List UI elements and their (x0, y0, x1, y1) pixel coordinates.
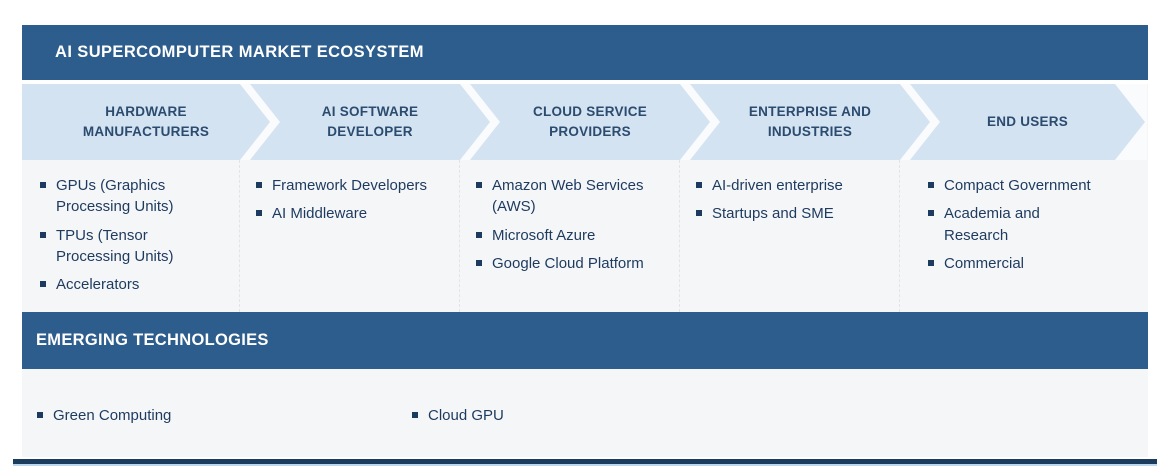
bullet-list: Amazon Web Services (AWS) Microsoft Azur… (476, 175, 669, 274)
stage-label-line: CLOUD SERVICE (532, 103, 648, 119)
square-bullet-icon (476, 231, 482, 238)
column-enterprise-and-industries: AI-driven enterprise Startups and SME (680, 160, 900, 313)
square-bullet-icon (40, 182, 46, 188)
square-bullet-icon (256, 210, 262, 217)
stage-chevron-end-users: END USERS (910, 84, 1145, 160)
square-bullet-icon (37, 412, 43, 419)
square-bullet-icon (476, 182, 482, 188)
list-item: Amazon Web Services (AWS) (476, 175, 669, 218)
stage-label-line: HARDWARE (105, 103, 187, 119)
list-item: Microsoft Azure (476, 225, 669, 246)
list-item: Commercial (928, 253, 1138, 274)
list-item-text: AI Middleware (272, 205, 368, 223)
list-item-text: Framework Developers (272, 177, 428, 194)
list-item: Compact Government (928, 175, 1138, 196)
stage-label-line: END USERS (986, 113, 1068, 129)
stage-chevron-enterprise-and-industries: ENTERPRISE AND INDUSTRIES (690, 84, 930, 160)
bullet-list: GPUs (Graphics Processing Units) TPUs (T… (40, 175, 229, 295)
list-item: TPUs (Tensor Processing Units) (40, 225, 229, 268)
square-bullet-icon (40, 281, 46, 288)
square-bullet-icon (928, 182, 934, 188)
stage-label-line: DEVELOPER (327, 124, 413, 139)
emerging-technologies-title: EMERGING TECHNOLOGIES (36, 331, 269, 350)
list-item-text: Microsoft Azure (492, 226, 596, 244)
bottom-rule (13, 459, 1157, 467)
square-bullet-icon (256, 182, 262, 188)
stage-detail-columns: GPUs (Graphics Processing Units) TPUs (T… (22, 160, 1148, 313)
emerging-technologies-bar: EMERGING TECHNOLOGIES (22, 312, 1148, 370)
bullet-list: Compact Government Academia and Research… (928, 175, 1138, 274)
list-item-text: Amazon Web Services (AWS) (492, 177, 644, 216)
list-item: Green Computing (37, 405, 171, 426)
diagram-title: AI SUPERCOMPUTER MARKET ECOSYSTEM (55, 43, 424, 61)
stage-chevron-cloud-service-providers: CLOUD SERVICE PROVIDERS (470, 84, 710, 160)
list-item-text: Green Computing (53, 407, 172, 425)
list-item-text: Compact Government (944, 177, 1091, 194)
list-item-text: Accelerators (56, 276, 140, 294)
list-item-text: Commercial (944, 254, 1025, 272)
list-item: Google Cloud Platform (476, 253, 669, 274)
stage-label: ENTERPRISE AND INDUSTRIES (749, 102, 871, 143)
stage-label-line: ENTERPRISE AND (748, 103, 872, 119)
list-item-text: Startups and SME (712, 205, 834, 223)
stage-label: HARDWARE MANUFACTURERS (83, 102, 209, 143)
list-item-text: Academia and Research (944, 205, 1040, 244)
diagram-frame: AI SUPERCOMPUTER MARKET ECOSYSTEM HARDWA… (13, 25, 1157, 467)
list-item: AI-driven enterprise (696, 175, 889, 196)
list-item: Cloud GPU (412, 405, 504, 426)
emerging-technologies-items: Green Computing Cloud GPU (22, 369, 1148, 458)
square-bullet-icon (928, 210, 934, 217)
bullet-list: AI-driven enterprise Startups and SME (696, 175, 889, 225)
square-bullet-icon (412, 412, 418, 419)
square-bullet-icon (696, 210, 702, 217)
square-bullet-icon (928, 259, 934, 266)
diagram-title-bar: AI SUPERCOMPUTER MARKET ECOSYSTEM (22, 25, 1148, 80)
stage-label-line: PROVIDERS (549, 124, 631, 139)
stage-chevron-ai-software-developer: AI SOFTWARE DEVELOPER (250, 84, 490, 160)
square-bullet-icon (40, 231, 46, 238)
list-item-text: Google Cloud Platform (492, 254, 644, 272)
bullet-list: Framework Developers AI Middleware (256, 175, 449, 225)
list-item: AI Middleware (256, 203, 449, 224)
column-end-users: Compact Government Academia and Research… (900, 160, 1148, 312)
flow-stage-band: HARDWARE MANUFACTURERS AI SOFTWARE DEVEL… (22, 84, 1148, 160)
stage-label: AI SOFTWARE DEVELOPER (322, 102, 419, 143)
column-cloud-service-providers: Amazon Web Services (AWS) Microsoft Azur… (460, 160, 680, 313)
list-item: Startups and SME (696, 203, 889, 224)
list-item-text: AI-driven enterprise (712, 177, 843, 194)
list-item: GPUs (Graphics Processing Units) (40, 175, 229, 218)
list-item: Academia and Research (928, 203, 1138, 246)
square-bullet-icon (696, 182, 702, 188)
stage-label-line: INDUSTRIES (767, 124, 853, 139)
column-hardware-manufacturers: GPUs (Graphics Processing Units) TPUs (T… (22, 160, 240, 313)
list-item-text: TPUs (Tensor Processing Units) (56, 226, 174, 265)
list-item-text: GPUs (Graphics Processing Units) (56, 177, 174, 216)
stage-label-line: AI SOFTWARE (321, 103, 419, 119)
list-item-text: Cloud GPU (428, 407, 504, 425)
column-ai-software-developer: Framework Developers AI Middleware (240, 160, 460, 313)
stage-label: END USERS (987, 112, 1068, 132)
list-item: Framework Developers (256, 175, 449, 196)
stage-chevron-hardware-manufacturers: HARDWARE MANUFACTURERS (22, 84, 270, 160)
list-item: Accelerators (40, 274, 229, 295)
stage-label: CLOUD SERVICE PROVIDERS (533, 102, 647, 143)
square-bullet-icon (476, 259, 482, 266)
stage-label-line: MANUFACTURERS (82, 124, 210, 139)
